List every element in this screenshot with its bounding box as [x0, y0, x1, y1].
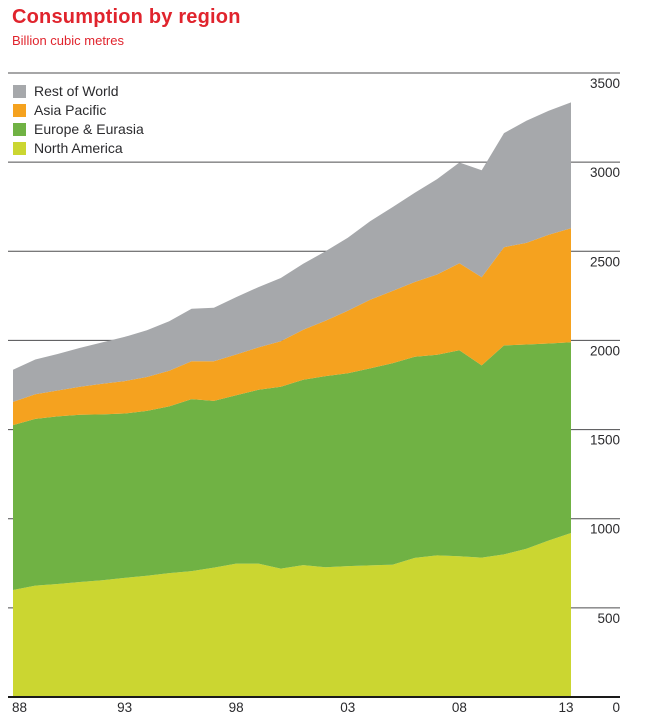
y-tick-label-3500: 3500	[590, 76, 620, 91]
x-tick-label-08: 08	[452, 700, 467, 715]
x-tick-label-13: 13	[558, 700, 573, 715]
y-tick-label-2000: 2000	[590, 343, 620, 358]
legend-label-europe-eurasia: Europe & Eurasia	[34, 121, 144, 137]
x-tick-label-03: 03	[340, 700, 355, 715]
y-tick-label-1000: 1000	[590, 522, 620, 537]
chart-header: Consumption by region Billion cubic metr…	[12, 6, 241, 48]
y-tick-label-2500: 2500	[590, 254, 620, 269]
legend-item-rest-of-world: Rest of World	[13, 84, 159, 98]
legend-swatch-rest-of-world	[13, 84, 26, 98]
y-tick-label-500: 500	[597, 611, 620, 626]
legend-swatch-asia-pacific	[13, 103, 26, 117]
legend-item-europe-eurasia: Europe & Eurasia	[13, 122, 159, 136]
legend-label-north-america: North America	[34, 140, 123, 156]
chart-title: Consumption by region	[12, 6, 241, 28]
y-tick-label-0: 0	[612, 700, 620, 715]
legend-label-asia-pacific: Asia Pacific	[34, 102, 107, 118]
area-asia-pacific	[13, 228, 571, 426]
legend-item-asia-pacific: Asia Pacific	[13, 103, 159, 117]
x-tick-label-98: 98	[229, 700, 244, 715]
area-north-america	[13, 533, 571, 697]
legend-swatch-europe-eurasia	[13, 122, 26, 136]
y-tick-label-1500: 1500	[590, 433, 620, 448]
x-tick-label-93: 93	[117, 700, 132, 715]
chart-subtitle: Billion cubic metres	[12, 33, 124, 48]
legend-item-north-america: North America	[13, 141, 159, 155]
area-rest-of-world	[13, 102, 571, 402]
x-tick-label-88: 88	[12, 700, 27, 715]
y-tick-label-3000: 3000	[590, 165, 620, 180]
legend-swatch-north-america	[13, 141, 26, 155]
legend-label-rest-of-world: Rest of World	[34, 83, 119, 99]
chart-legend: Rest of World Asia Pacific Europe & Eurasi…	[8, 76, 163, 161]
area-europe-eurasia	[13, 342, 571, 590]
